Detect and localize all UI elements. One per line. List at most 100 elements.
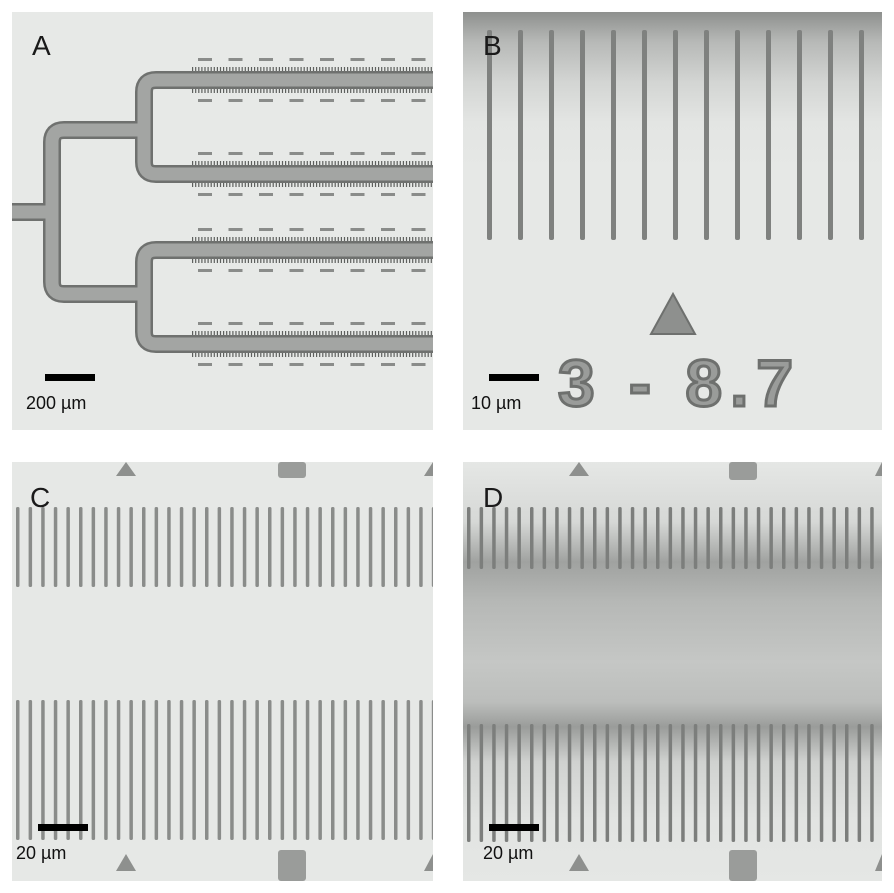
comb-tooth (343, 161, 346, 165)
comb-tooth (309, 67, 311, 71)
comb-tooth (390, 67, 392, 71)
comb-tooth (303, 259, 305, 263)
comb-tooth (250, 183, 253, 187)
comb-tooth (294, 89, 296, 93)
comb-tooth (260, 237, 262, 241)
comb-tooth (322, 259, 324, 263)
comb-tooth (247, 259, 249, 263)
pillar (28, 700, 33, 840)
pillar (419, 507, 423, 587)
comb-tooth (285, 67, 287, 71)
comb-tooth (213, 237, 215, 241)
comb-tooth (254, 183, 256, 187)
pillar (280, 507, 285, 587)
chip-label-mark (278, 850, 306, 881)
comb-tooth (260, 259, 262, 263)
pillar (673, 30, 678, 240)
comb-tooth (285, 237, 287, 241)
label-mark (228, 58, 243, 61)
label-mark (320, 193, 334, 196)
comb-tooth (294, 331, 296, 335)
comb-tooth (300, 259, 302, 263)
comb-tooth (384, 67, 386, 71)
comb-tooth (312, 237, 315, 241)
comb-tooth (430, 237, 432, 241)
comb-tooth (362, 89, 364, 93)
label-mark (259, 193, 273, 196)
comb-tooth (409, 161, 411, 165)
comb-tooth (198, 353, 200, 357)
comb-tooth (257, 259, 259, 263)
label-mark (320, 228, 334, 231)
pillar (381, 700, 385, 840)
comb-tooth (229, 353, 231, 357)
comb-tooth (247, 161, 249, 165)
comb-tooth (291, 67, 293, 71)
pillar (517, 507, 521, 569)
pillar (179, 700, 184, 840)
comb-tooth (226, 237, 228, 241)
pillar (479, 507, 484, 569)
comb-tooth (396, 353, 398, 357)
comb-tooth (396, 183, 398, 187)
comb-tooth (269, 259, 271, 263)
comb-tooth (312, 161, 315, 165)
comb-tooth (384, 259, 386, 263)
pillar (431, 700, 433, 840)
pillar (406, 507, 411, 587)
comb-tooth (387, 183, 389, 187)
comb-tooth (281, 89, 284, 93)
comb-tooth (396, 331, 398, 335)
comb-tooth (201, 331, 203, 335)
comb-tooth (430, 259, 432, 263)
comb-tooth (399, 183, 401, 187)
pillar (293, 507, 297, 587)
comb-tooth (393, 89, 395, 93)
comb-tooth (371, 237, 373, 241)
comb-tooth (201, 89, 203, 93)
label-mark (198, 363, 212, 366)
comb-tooth (250, 237, 253, 241)
comb-tooth (387, 237, 389, 241)
comb-tooth (250, 67, 253, 71)
comb-tooth (424, 353, 426, 357)
comb-tooth (275, 259, 277, 263)
comb-tooth (254, 67, 256, 71)
label-mark (381, 363, 395, 366)
pillar (242, 507, 247, 587)
comb-tooth (319, 89, 321, 93)
comb-tooth (415, 67, 417, 71)
panel-c-label: C (30, 482, 51, 513)
comb-tooth (316, 89, 318, 93)
comb-tooth (409, 353, 411, 357)
label-mark (289, 58, 304, 61)
pillar (368, 700, 373, 840)
comb-tooth (430, 89, 432, 93)
comb-tooth (204, 89, 206, 93)
pillar (794, 507, 799, 569)
pillar (807, 724, 811, 842)
pillar (394, 700, 398, 840)
pillar (192, 700, 196, 840)
label-mark (411, 228, 426, 231)
comb-tooth (340, 89, 342, 93)
comb-tooth (356, 331, 358, 335)
comb-tooth (371, 183, 373, 187)
scale-bar-a (45, 374, 95, 381)
comb-tooth (219, 161, 222, 165)
comb-tooth (378, 89, 380, 93)
label-mark (411, 99, 426, 102)
comb-tooth (272, 183, 274, 187)
comb-tooth (353, 67, 355, 71)
comb-tooth (424, 89, 426, 93)
comb-tooth (421, 89, 423, 93)
comb-tooth (294, 183, 296, 187)
label-mark (228, 363, 243, 366)
pillar (305, 507, 310, 587)
comb-tooth (223, 331, 225, 335)
pillar (719, 507, 723, 569)
comb-tooth (275, 331, 277, 335)
comb-tooth (306, 89, 308, 93)
pillar (91, 507, 96, 587)
comb-tooth (244, 183, 246, 187)
